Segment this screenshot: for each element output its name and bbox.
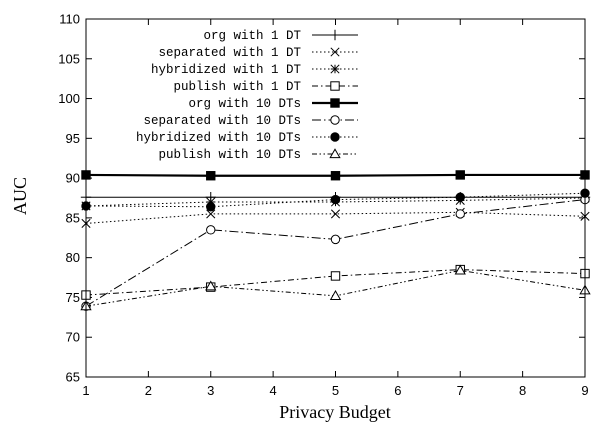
x-tick-label: 6 [394, 383, 401, 398]
data-point [330, 271, 341, 281]
series-line [85, 211, 586, 224]
y-tick-label: 110 [59, 12, 80, 27]
x-tick-label: 9 [581, 383, 588, 398]
x-axis-title: Privacy Budget [279, 402, 390, 422]
y-tick-label: 75 [66, 290, 80, 305]
y-tick-label: 100 [58, 91, 80, 106]
legend-label: hybridized with 10 DTs [136, 131, 301, 145]
x-tick-label: 8 [519, 383, 526, 398]
legend-marker [330, 81, 340, 91]
data-point [455, 192, 465, 202]
legend-label: org with 1 DT [203, 29, 301, 43]
data-point [206, 225, 216, 235]
y-tick-label: 65 [66, 370, 80, 385]
series-line [85, 192, 586, 208]
y-tick-label: 95 [66, 131, 80, 146]
legend: org with 1 DT separated with 1 DT hybridiz… [136, 29, 358, 162]
legend-label: publish with 1 DT [173, 80, 301, 94]
data-point [455, 209, 465, 219]
x-tick-label: 5 [332, 383, 339, 398]
data-point [329, 290, 342, 300]
legend-marker [329, 148, 341, 159]
series-line [85, 269, 586, 296]
legend-label: separated with 1 DT [158, 46, 301, 60]
legend-marker [330, 132, 340, 142]
legend-label: hybridized with 1 DT [151, 63, 302, 77]
data-point [330, 234, 341, 245]
y-axis-title: AUC [10, 177, 30, 215]
legend-marker [330, 115, 340, 125]
data-point [330, 209, 341, 219]
legend-marker [330, 47, 340, 57]
x-tick-label: 3 [207, 383, 214, 398]
data-point [330, 171, 341, 181]
legend-label: separated with 10 DTs [143, 114, 301, 128]
legend-marker [330, 64, 340, 74]
data-point [455, 170, 465, 180]
x-tick-label: 2 [145, 383, 152, 398]
y-tick-label: 85 [66, 210, 80, 225]
legend-marker [330, 98, 340, 108]
y-tick-label: 70 [66, 330, 80, 345]
y-tick-label: 105 [58, 51, 80, 66]
data-point [454, 264, 466, 275]
x-tick-label: 1 [82, 383, 89, 398]
data-point [330, 194, 341, 205]
plot-frame [85, 18, 586, 378]
data-point [205, 280, 217, 291]
x-tick-label: 4 [270, 383, 277, 398]
legend-label: org with 10 DTs [188, 97, 301, 111]
x-tick-label: 7 [457, 383, 464, 398]
data-point [206, 202, 216, 212]
legend-label: publish with 10 DTs [158, 148, 301, 162]
legend-marker [329, 29, 341, 41]
data-point [206, 209, 216, 219]
data-point [206, 171, 216, 181]
series-5 [81, 170, 590, 181]
y-tick-label: 90 [66, 171, 80, 186]
series-2 [81, 207, 590, 229]
y-tick-label: 80 [66, 250, 80, 265]
